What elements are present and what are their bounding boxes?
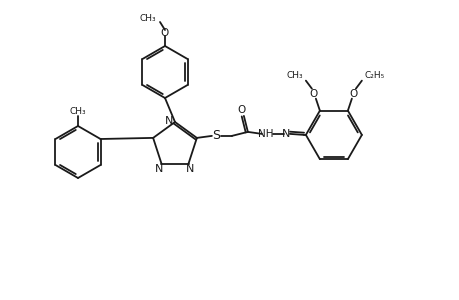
Text: N: N <box>186 164 194 174</box>
Text: C₂H₅: C₂H₅ <box>364 71 384 80</box>
Text: O: O <box>309 88 317 99</box>
Text: CH₃: CH₃ <box>285 71 302 80</box>
Text: CH₃: CH₃ <box>69 106 86 116</box>
Text: S: S <box>212 129 219 142</box>
Text: N: N <box>164 116 173 126</box>
Text: O: O <box>349 88 357 99</box>
Text: N: N <box>155 164 163 174</box>
Text: CH₃: CH₃ <box>139 14 156 22</box>
Text: O: O <box>161 28 169 38</box>
Text: O: O <box>237 105 246 115</box>
Text: N: N <box>281 129 290 139</box>
Text: NH: NH <box>257 129 273 139</box>
